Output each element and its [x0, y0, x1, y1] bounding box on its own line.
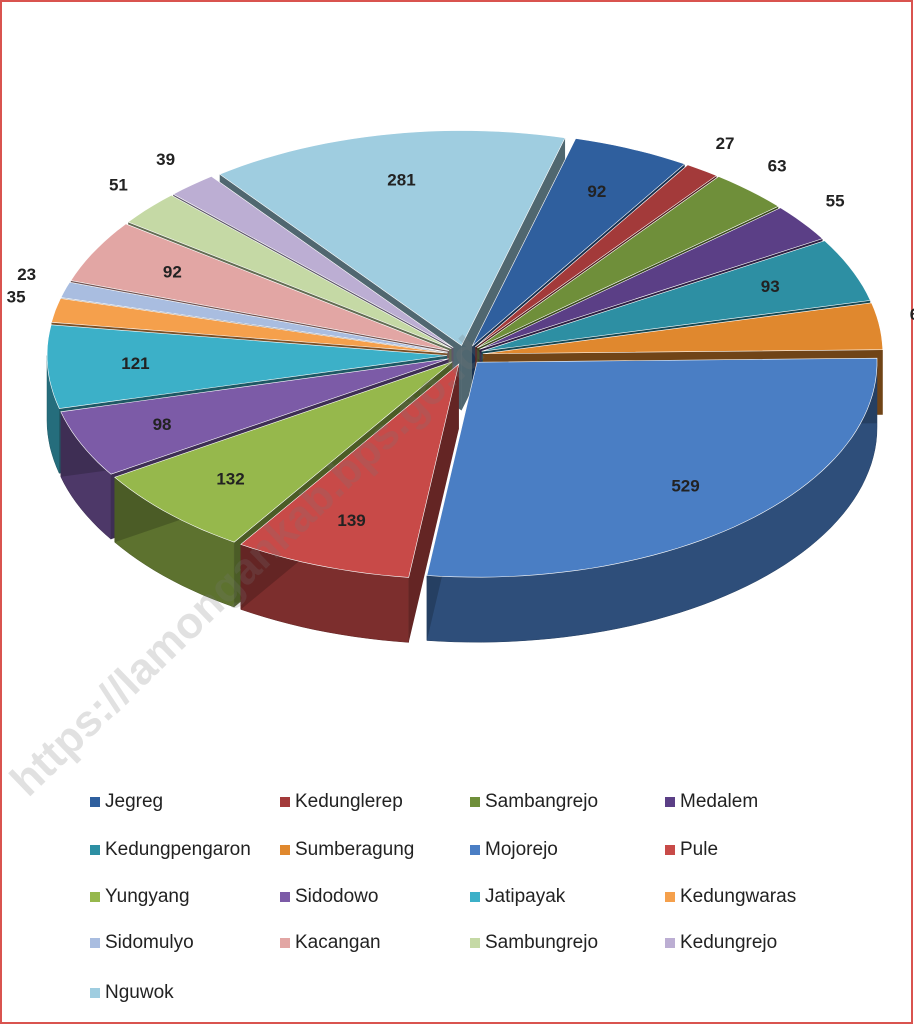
slice — [51, 298, 448, 354]
legend-label: Nguwok — [105, 982, 174, 1003]
data-label: 68 — [910, 305, 914, 324]
legend-swatch — [665, 845, 675, 855]
slice — [60, 281, 448, 353]
tops — [46, 130, 884, 578]
legend-swatch — [280, 845, 290, 855]
legend-swatch — [470, 892, 480, 902]
legend-swatch — [665, 938, 675, 948]
legend-label: Medalem — [680, 791, 758, 812]
legend-label: Kacangan — [295, 932, 381, 953]
data-label: 92 — [163, 262, 182, 281]
legend-label: Sambangrejo — [485, 791, 598, 812]
slice — [240, 363, 460, 578]
legend-label: Yungyang — [105, 886, 190, 907]
data-label: 121 — [121, 354, 149, 373]
data-label: 98 — [153, 415, 172, 434]
legend-swatch — [280, 892, 290, 902]
data-label: 39 — [156, 150, 175, 169]
legend-swatch — [90, 988, 100, 998]
legend-label: Sumberagung — [295, 839, 414, 860]
data-label: 63 — [768, 156, 787, 175]
legend: Jegreg Kedunglerep Sambangrejo Medalem Kedun… — [90, 791, 796, 1003]
legend-label: Sidomulyo — [105, 932, 194, 953]
legend-swatch — [470, 845, 480, 855]
data-label: 132 — [216, 469, 244, 488]
legend-swatch — [665, 797, 675, 807]
slice — [479, 207, 824, 350]
data-label: 281 — [387, 170, 415, 189]
data-label: 529 — [671, 476, 699, 495]
legend-label: Mojorejo — [485, 839, 558, 860]
slice — [60, 358, 449, 475]
legend-label: Kedungpengaron — [105, 839, 251, 860]
legend-swatch — [665, 892, 675, 902]
legend-label: Kedungrejo — [680, 932, 777, 953]
data-label: 139 — [337, 511, 365, 530]
data-label: 92 — [587, 182, 606, 201]
legend-label: Jegreg — [105, 791, 163, 812]
legend-swatch — [280, 938, 290, 948]
legend-label: Sidodowo — [295, 886, 378, 907]
legend-label: Jatipayak — [485, 886, 566, 907]
legend-label: Kedunglerep — [295, 791, 403, 812]
slice — [475, 164, 718, 348]
data-label: 55 — [826, 191, 845, 210]
data-label: 51 — [109, 176, 128, 195]
data-label: 35 — [7, 288, 26, 307]
legend-label: Sambungrejo — [485, 932, 598, 953]
legend-swatch — [90, 938, 100, 948]
slice — [471, 138, 686, 347]
slice — [70, 223, 450, 351]
slice — [482, 302, 884, 355]
slice — [46, 324, 448, 409]
data-label: 27 — [716, 134, 735, 153]
legend-swatch — [90, 892, 100, 902]
data-label: 23 — [17, 265, 36, 284]
slice — [219, 130, 566, 346]
legend-label: Pule — [680, 839, 718, 860]
legend-swatch — [470, 797, 480, 807]
data-label: 93 — [761, 277, 780, 296]
slice — [481, 240, 871, 352]
legend-swatch — [90, 797, 100, 807]
slice — [114, 361, 453, 543]
slice — [127, 194, 452, 349]
legend-swatch — [90, 845, 100, 855]
legend-label: Kedungwaras — [680, 886, 796, 907]
slice — [426, 357, 878, 578]
slice — [172, 176, 454, 348]
slice — [477, 176, 779, 349]
legend-swatch — [280, 797, 290, 807]
legend-swatch — [470, 938, 480, 948]
labels: 92 27 63 55 93 68 529 139 132 98 121 35 23 92 51 39 281 — [7, 134, 914, 530]
